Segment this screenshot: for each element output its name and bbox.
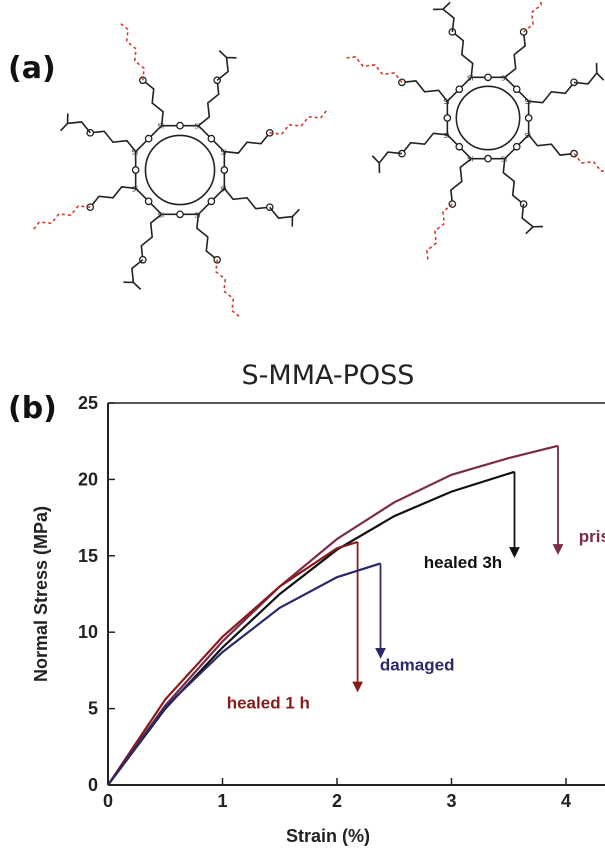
- x-tick-label: 0: [103, 791, 113, 811]
- y-tick-label: 5: [88, 699, 98, 719]
- x-tick-label: 2: [332, 791, 342, 811]
- svg-text:Si: Si: [443, 98, 449, 106]
- svg-text:Si: Si: [194, 123, 200, 131]
- svg-text:Si: Si: [132, 149, 138, 157]
- x-tick-label: 3: [446, 791, 456, 811]
- y-tick-label: 20: [78, 469, 98, 489]
- svg-text:Si: Si: [467, 74, 473, 82]
- series-label: healed 3h: [424, 553, 502, 572]
- series-label: healed 1 h: [227, 694, 310, 713]
- series-line: [107, 444, 559, 786]
- svg-text:Si: Si: [132, 185, 138, 193]
- series-label: pristine: [579, 527, 605, 546]
- y-tick-label: 15: [78, 546, 98, 566]
- stress-strain-chart: 0 5 10 15 20 25 0 1 2 3 4 pristine healed 3h healed…: [31, 393, 605, 846]
- series-label: damaged: [380, 655, 455, 674]
- y-tick-label: 10: [78, 622, 98, 642]
- svg-text:Si: Si: [525, 132, 531, 140]
- y-axis-label: Normal Stress (MPa): [31, 506, 51, 682]
- series-line: [107, 470, 515, 786]
- svg-text:Si: Si: [501, 74, 507, 82]
- y-tick-label: 25: [78, 393, 98, 413]
- series-line: [107, 562, 381, 786]
- svg-text:Si: Si: [220, 149, 226, 157]
- series-line: [107, 540, 358, 786]
- svg-text:Si: Si: [158, 123, 164, 131]
- y-tick-label: 0: [88, 775, 98, 795]
- chart-title: S-MMA-POSS: [242, 360, 415, 391]
- svg-text:Si: Si: [220, 185, 226, 193]
- x-tick-label: 1: [217, 791, 227, 811]
- svg-text:Si: Si: [443, 132, 449, 140]
- x-tick-label: 4: [561, 791, 571, 811]
- panel-a-label: (a): [8, 51, 56, 86]
- svg-text:Si: Si: [525, 98, 531, 106]
- panel-b-label: (b): [8, 391, 57, 426]
- x-axis-label: Strain (%): [286, 826, 370, 846]
